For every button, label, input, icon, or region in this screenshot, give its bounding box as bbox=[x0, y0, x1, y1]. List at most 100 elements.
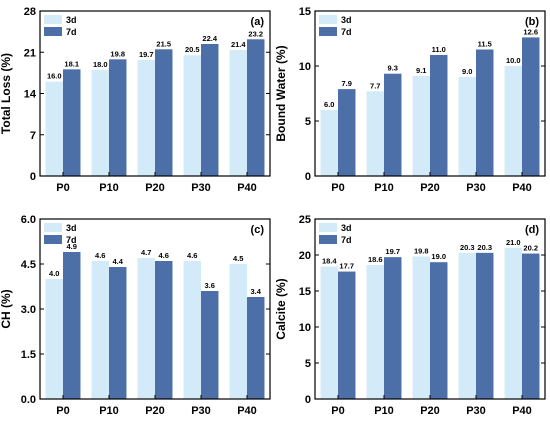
bar-7d-P10 bbox=[109, 59, 127, 176]
x-tick-label-P0: P0 bbox=[331, 182, 344, 194]
bar-3d-P20 bbox=[137, 258, 155, 399]
y-tick-label: 4.5 bbox=[21, 259, 36, 271]
legend-label-7d: 7d bbox=[66, 235, 77, 245]
data-label-3d-P30: 20.5 bbox=[185, 45, 200, 54]
bar-3d-P0 bbox=[320, 110, 338, 176]
y-tick-label: 0.0 bbox=[21, 394, 36, 406]
data-label-3d-P0: 16.0 bbox=[47, 72, 62, 81]
data-label-3d-P30: 4.6 bbox=[187, 251, 197, 260]
data-label-7d-P10: 4.4 bbox=[113, 257, 124, 266]
y-tick-label: 1.5 bbox=[21, 349, 36, 361]
legend-label-3d: 3d bbox=[66, 223, 77, 233]
data-label-7d-P0: 4.9 bbox=[67, 242, 77, 251]
bar-3d-P10 bbox=[366, 265, 384, 399]
legend-swatch-3d bbox=[44, 223, 62, 232]
chart-panel-3: 4.0 4.6 4.7 4.6 4.5 4.9 4.4 4.6 3.6 3.4 0.0 1.5 3.0 4… bbox=[0, 214, 271, 417]
bar-7d-P30 bbox=[201, 44, 219, 176]
y-tick-label: 10 bbox=[299, 322, 311, 334]
y-tick-label: 21 bbox=[24, 47, 36, 59]
x-tick-label-P10: P10 bbox=[99, 405, 119, 417]
bar-7d-P0 bbox=[63, 252, 81, 399]
bar-3d-P40 bbox=[229, 264, 247, 399]
data-label-7d-P30: 20.3 bbox=[477, 243, 492, 252]
bar-3d-P30 bbox=[183, 55, 201, 177]
bar-3d-P0 bbox=[45, 81, 63, 176]
data-label-7d-P20: 21.5 bbox=[156, 39, 171, 48]
x-tick-label-P30: P30 bbox=[191, 182, 211, 194]
bar-7d-P10 bbox=[384, 257, 402, 399]
x-tick-label-P40: P40 bbox=[237, 182, 257, 194]
x-tick-label-P0: P0 bbox=[56, 182, 69, 194]
data-label-3d-P20: 19.7 bbox=[139, 50, 154, 59]
bar-7d-P20 bbox=[430, 55, 448, 176]
data-label-3d-P10: 4.6 bbox=[95, 251, 105, 260]
legend-swatch-7d bbox=[44, 27, 62, 36]
data-label-3d-P10: 18.6 bbox=[368, 255, 383, 264]
data-label-7d-P20: 11.0 bbox=[432, 45, 446, 54]
bar-7d-P40 bbox=[247, 297, 265, 399]
x-tick-label-P30: P30 bbox=[466, 182, 486, 194]
data-label-3d-P40: 21.4 bbox=[231, 40, 246, 49]
y-axis-title: Calcite (%) bbox=[274, 278, 288, 339]
bar-7d-P10 bbox=[384, 73, 402, 176]
data-label-3d-P30: 9.0 bbox=[462, 67, 472, 76]
legend-swatch-3d bbox=[319, 15, 337, 24]
panel-label: (c) bbox=[251, 224, 265, 236]
panel-label: (b) bbox=[525, 16, 539, 28]
x-tick-label-P40: P40 bbox=[237, 405, 257, 417]
bar-7d-P0 bbox=[338, 271, 356, 399]
bar-7d-P20 bbox=[155, 261, 173, 399]
bar-3d-P30 bbox=[458, 252, 476, 399]
x-tick-label-P10: P10 bbox=[374, 405, 394, 417]
chart-panel-4: 18.4 18.6 19.8 20.3 21.0 17.7 19.7 19.0 20.3 20.2… bbox=[274, 214, 546, 417]
data-label-7d-P40: 20.2 bbox=[523, 244, 538, 253]
data-label-7d-P10: 19.8 bbox=[110, 49, 125, 58]
x-tick-label-P40: P40 bbox=[512, 405, 532, 417]
legend-swatch-7d bbox=[44, 235, 62, 244]
y-tick-label: 15 bbox=[299, 6, 311, 18]
bar-3d-P40 bbox=[229, 49, 247, 176]
chart-panel-1: 16.0 18.0 19.7 20.5 21.4 18.1 19.8 21.5 22.4 23.2… bbox=[0, 6, 271, 194]
y-tick-label: 5 bbox=[305, 358, 311, 370]
bar-3d-P0 bbox=[320, 266, 338, 399]
legend-swatch-3d bbox=[319, 223, 337, 232]
data-label-7d-P30: 3.6 bbox=[205, 281, 215, 290]
legend-label-3d: 3d bbox=[341, 223, 352, 233]
data-label-3d-P40: 21.0 bbox=[506, 238, 521, 247]
legend-label-7d: 7d bbox=[341, 235, 352, 245]
x-tick-label-P10: P10 bbox=[99, 182, 119, 194]
x-tick-label-P30: P30 bbox=[466, 405, 486, 417]
data-label-3d-P0: 6.0 bbox=[324, 100, 334, 109]
data-label-3d-P40: 10.0 bbox=[506, 56, 521, 65]
panel-label: (a) bbox=[251, 16, 265, 28]
y-tick-label: 10 bbox=[299, 61, 311, 73]
bar-7d-P40 bbox=[522, 253, 540, 399]
panel-label: (d) bbox=[525, 224, 539, 236]
bar-7d-P0 bbox=[63, 69, 81, 176]
bar-7d-P30 bbox=[476, 49, 494, 176]
bar-3d-P40 bbox=[504, 66, 522, 176]
data-label-3d-P40: 4.5 bbox=[233, 254, 243, 263]
data-label-7d-P10: 19.7 bbox=[385, 247, 400, 256]
bar-3d-P0 bbox=[45, 279, 63, 399]
y-tick-label: 5 bbox=[305, 116, 311, 128]
y-tick-label: 25 bbox=[299, 214, 311, 226]
data-label-3d-P0: 4.0 bbox=[49, 269, 59, 278]
y-tick-label: 0 bbox=[30, 171, 36, 183]
bar-7d-P30 bbox=[201, 291, 219, 399]
data-label-7d-P30: 11.5 bbox=[478, 40, 492, 49]
data-label-3d-P10: 7.7 bbox=[370, 81, 380, 90]
bar-7d-P20 bbox=[155, 49, 173, 176]
y-tick-label: 7 bbox=[30, 130, 36, 142]
y-tick-label: 0 bbox=[305, 171, 311, 183]
x-tick-label-P30: P30 bbox=[191, 405, 211, 417]
x-tick-label-P20: P20 bbox=[145, 405, 165, 417]
data-label-3d-P20: 9.1 bbox=[416, 66, 426, 75]
bar-3d-P20 bbox=[137, 59, 155, 176]
bar-7d-P10 bbox=[109, 267, 127, 399]
data-label-3d-P0: 18.4 bbox=[322, 257, 337, 266]
